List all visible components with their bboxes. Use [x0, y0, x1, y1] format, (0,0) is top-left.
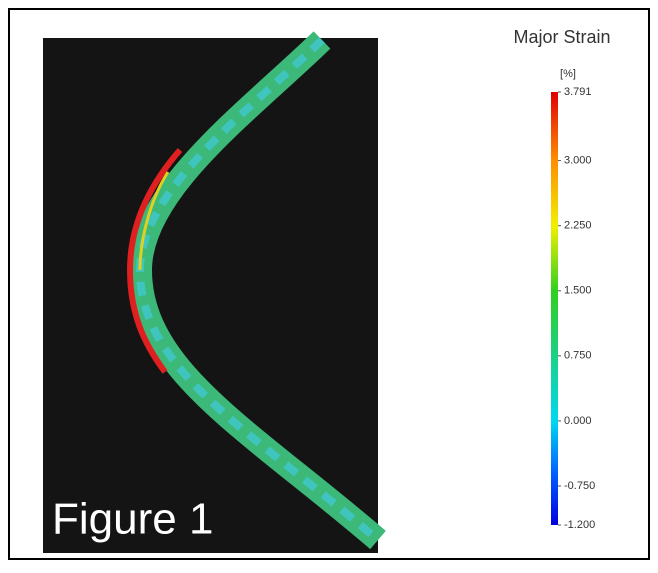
colorbar-tick-label: 3.000 — [564, 155, 592, 167]
colorbar-tick-label: -1.200 — [564, 519, 595, 531]
colorbar-tick-label: 1.500 — [564, 285, 592, 297]
colorbar-tick-label: 2.250 — [564, 220, 592, 232]
figure-label: Figure 1 — [52, 495, 213, 544]
colorbar-tick-label: -0.750 — [564, 480, 595, 492]
colorbar-title: Major Strain — [513, 27, 610, 47]
figure: Figure 1 Major Strain [%] 3.791 3.000 2.25… — [0, 0, 658, 568]
colorbar-tick-label: 0.000 — [564, 415, 592, 427]
strain-image — [43, 38, 378, 553]
colorbar-gradient — [551, 92, 558, 525]
colorbar-tick-label: 3.791 — [564, 86, 592, 98]
colorbar-unit: [%] — [560, 68, 576, 80]
colorbar-tick-label: 0.750 — [564, 350, 592, 362]
